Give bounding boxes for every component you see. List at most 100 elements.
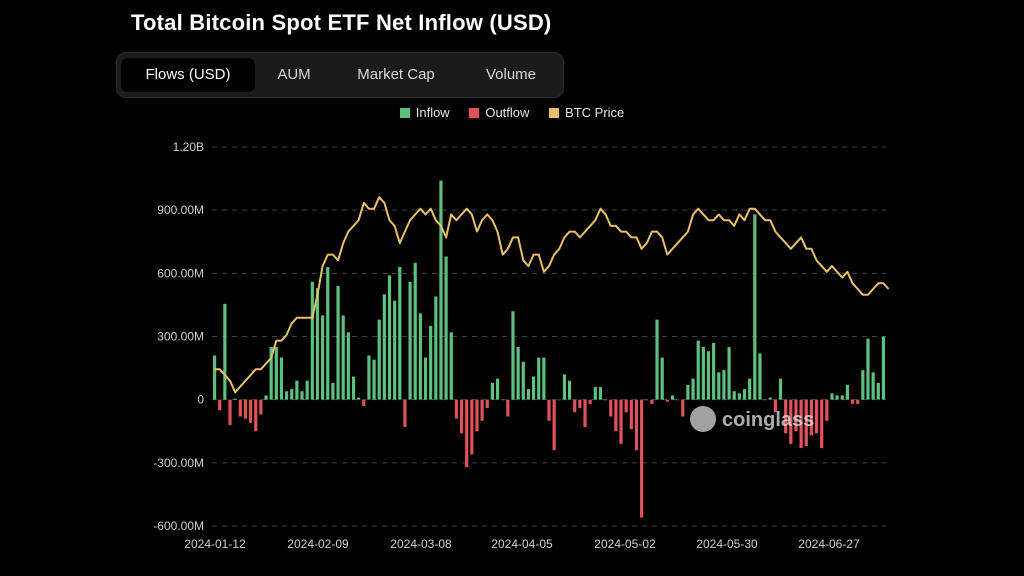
inflow-bar: [737, 393, 741, 400]
inflow-bar: [233, 398, 237, 400]
inflow-bar: [274, 347, 278, 400]
outflow-bar: [583, 399, 587, 428]
legend-label-inflow: Inflow: [415, 105, 450, 120]
inflow-bar: [382, 294, 386, 400]
inflow-bar: [290, 389, 294, 400]
inflow-bar: [423, 357, 428, 400]
inflow-bar: [742, 389, 747, 400]
inflow-bar: [753, 214, 757, 400]
inflow-bar: [264, 395, 268, 400]
chart-title: Total Bitcoin Spot ETF Net Inflow (USD): [131, 10, 552, 35]
outflow-bar: [614, 399, 618, 432]
inflow-bar: [336, 285, 340, 400]
inflow-bar: [408, 281, 412, 400]
y-tick-label: -300.00M: [153, 456, 204, 470]
inflow-bar: [866, 338, 870, 400]
outflow-bar: [820, 399, 824, 449]
inflow-bar: [346, 332, 350, 400]
coinglass-logo-icon: [690, 406, 716, 432]
inflow-bar: [686, 384, 690, 400]
inflow-bar: [712, 342, 716, 400]
btc-price-line: [214, 196, 890, 394]
inflow-bar: [701, 347, 705, 400]
inflow-bar: [861, 370, 865, 400]
inflow-bar: [490, 382, 494, 400]
legend-swatch-btc-price: [549, 108, 560, 118]
x-tick-label: 2024-02-09: [287, 537, 349, 551]
legend-inflow[interactable]: Inflow: [399, 105, 450, 120]
inflow-bar: [655, 319, 659, 400]
outflow-bar: [238, 399, 242, 417]
inflow-bar: [845, 384, 850, 400]
inflow-bar: [531, 376, 536, 400]
inflow-bar: [696, 340, 700, 400]
y-tick-label: 0: [197, 393, 204, 407]
x-tick-label: 2024-01-12: [184, 537, 246, 551]
x-tick-label: 2024-05-02: [594, 537, 656, 551]
inflow-bar: [840, 395, 844, 400]
inflow-bar: [706, 351, 711, 400]
inflow-bar: [305, 380, 309, 400]
outflow-bar: [814, 399, 819, 434]
outflow-bar: [681, 399, 685, 417]
legend-btc-price[interactable]: BTC Price: [549, 105, 624, 120]
outflow-bar: [547, 399, 551, 421]
outflow-bar: [629, 399, 633, 430]
y-tick-label: 1.20B: [173, 140, 204, 154]
inflow-bar: [393, 300, 397, 400]
x-tick-label: 2024-05-30: [696, 537, 758, 551]
inflow-bar: [351, 376, 356, 400]
inflow-bar: [722, 370, 726, 400]
inflow-bar: [387, 275, 392, 400]
legend-label-outflow: Outflow: [485, 105, 530, 120]
inflow-bar: [691, 378, 695, 400]
outflow-bar: [856, 399, 860, 404]
inflow-bar: [645, 399, 649, 401]
outflow-bar: [552, 399, 556, 451]
outflow-bar: [825, 399, 829, 421]
tab-market-cap[interactable]: Market Cap: [357, 66, 435, 83]
outflow-bar: [773, 399, 777, 413]
outflow-bar: [254, 399, 258, 432]
inflow-bar: [444, 256, 448, 400]
inflow-bar: [830, 393, 834, 400]
legend-outflow[interactable]: Outflow: [469, 105, 529, 120]
inflow-bar: [495, 378, 500, 400]
inflow-bar: [526, 389, 531, 400]
inflow-bar: [562, 374, 567, 400]
inflow-bar: [212, 355, 217, 400]
y-tick-label: -600.00M: [153, 519, 204, 533]
inflow-bar: [310, 281, 314, 400]
inflow-bar: [434, 296, 438, 400]
outflow-bar: [243, 399, 248, 419]
tab-flows[interactable]: Flows (USD): [121, 58, 255, 92]
inflow-bar: [377, 319, 381, 400]
outflow-bar: [634, 399, 639, 451]
inflow-bar: [398, 267, 402, 400]
outflow-bar: [799, 399, 803, 449]
tab-volume[interactable]: Volume: [485, 66, 537, 83]
outflow-bar: [578, 399, 582, 409]
outflow-bar: [588, 399, 592, 404]
outflow-bar: [789, 399, 793, 444]
inflow-bar: [331, 382, 335, 400]
outflow-bar: [218, 399, 222, 411]
inflow-bar: [511, 311, 515, 400]
y-tick-label: 900.00M: [157, 203, 204, 217]
inflow-bar: [557, 399, 561, 401]
chart-legend: Inflow Outflow BTC Price: [0, 105, 1024, 120]
inflow-bar: [321, 315, 325, 400]
outflow-bar: [465, 399, 469, 468]
inflow-bar: [516, 347, 520, 400]
inflow-bar: [660, 357, 664, 400]
inflow-bar: [835, 395, 839, 400]
legend-swatch-inflow: [399, 108, 410, 118]
inflow-bar: [604, 399, 608, 401]
y-tick-label: 600.00M: [157, 266, 204, 280]
inflow-bar: [269, 347, 273, 400]
inflow-bar: [315, 288, 320, 400]
tab-aum[interactable]: AUM: [277, 66, 311, 83]
outflow-bar: [650, 399, 654, 404]
inflow-bar: [326, 267, 330, 400]
